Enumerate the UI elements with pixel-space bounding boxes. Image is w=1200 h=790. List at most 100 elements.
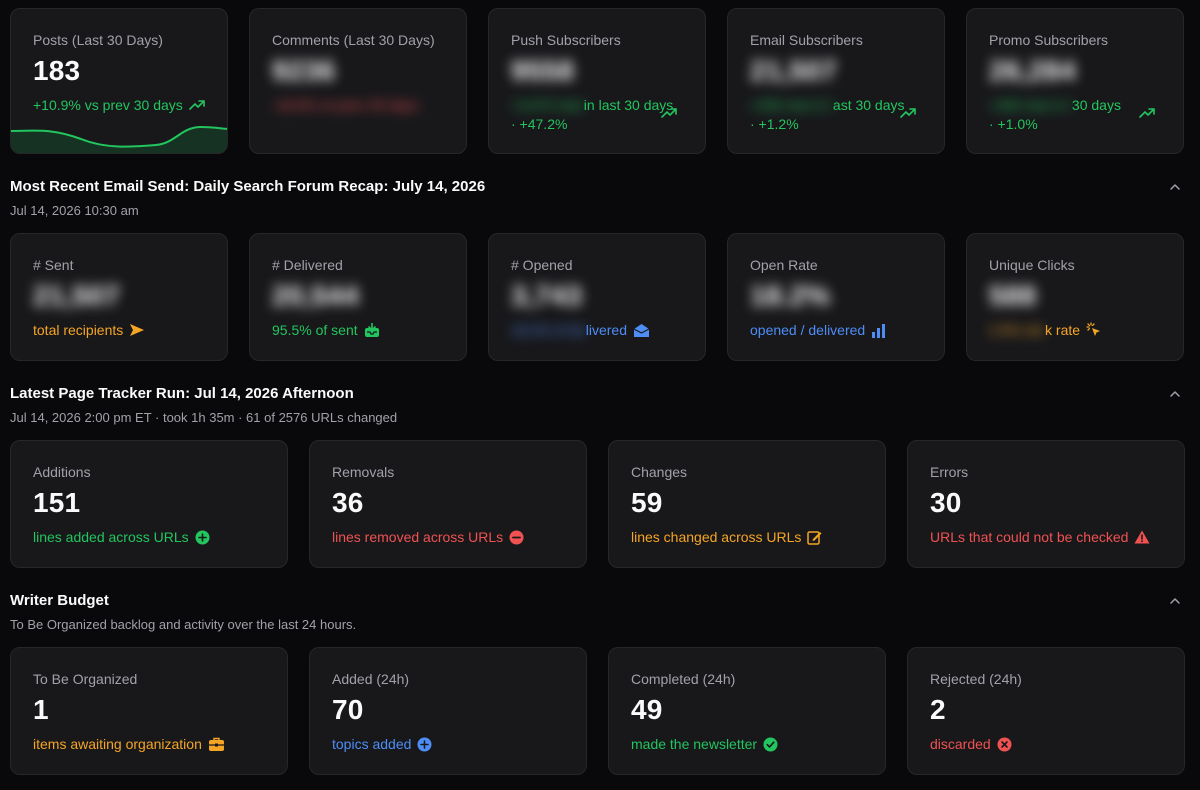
tracker-section-title: Latest Page Tracker Run: Jul 14, 2026 Af…: [10, 385, 354, 402]
stat-label: # Opened: [511, 257, 573, 273]
chevron-up-icon[interactable]: [1168, 594, 1182, 608]
writer-card-rejected: Rejected (24h) 2 discarded: [907, 647, 1185, 775]
stat-trend-text: 30 days: [1071, 97, 1121, 113]
stat-sub-text: lines changed across URLs: [631, 529, 802, 545]
writer-section-subtitle: To Be Organized backlog and activity ove…: [10, 617, 357, 632]
tracker-card-removals: Removals 36 lines removed across URLs: [309, 440, 587, 568]
email-card-opened: # Opened 3,743 18.2% of de livered: [488, 233, 706, 361]
tracker-section-subtitle: Jul 14, 2026 2:00 pm ET · took 1h 35m · …: [10, 410, 398, 425]
chevron-up-icon[interactable]: [1168, 387, 1182, 401]
stat-card-promo-subscribers: Promo Subscribers 26,284 +260 new in l 3…: [966, 8, 1184, 154]
stat-sub-text: total recipients: [33, 322, 124, 338]
tracker-card-additions: Additions 151 lines added across URLs: [10, 440, 288, 568]
stat-trend-text: in last 30 days: [583, 97, 674, 113]
writer-section-title: Writer Budget: [10, 592, 109, 609]
email-card-unique-clicks: Unique Clicks 588 2.9% clic k rate: [966, 233, 1184, 361]
stat-value: 26,284: [989, 55, 1076, 86]
stat-card-push-subscribers: Push Subscribers 9558 +3,073 new in last…: [488, 8, 706, 154]
stat-value: 49: [631, 694, 663, 725]
stat-sub-hidden: 18.2% of de: [511, 322, 586, 338]
stat-sub: lines added across URLs: [33, 529, 210, 545]
stat-trend-percent: · +47.2%: [511, 116, 568, 132]
stat-trend-percent: · +1.2%: [750, 116, 799, 132]
stat-value: 59: [631, 487, 663, 518]
stat-trend-hidden: +3,073 new: [511, 97, 584, 113]
stat-sub-text: topics added: [332, 736, 412, 752]
email-section-subtitle: Jul 14, 2026 10:30 am: [10, 203, 139, 218]
chevron-up-icon[interactable]: [1168, 180, 1182, 194]
edit-icon: [807, 530, 822, 545]
stat-sub-text: lines removed across URLs: [332, 529, 504, 545]
stat-sub-text: 95.5% of sent: [272, 322, 358, 338]
stat-label: Email Subscribers: [750, 32, 863, 48]
email-card-open-rate: Open Rate 18.2% opened / delivered: [727, 233, 945, 361]
stat-label: # Delivered: [272, 257, 343, 273]
toolbox-icon: [208, 737, 224, 751]
stat-value: 21,507: [750, 55, 837, 86]
stat-sub-text: URLs that could not be checked: [930, 529, 1129, 545]
stat-sub: discarded: [930, 736, 1012, 752]
stat-sub: lines changed across URLs: [631, 529, 822, 545]
stat-sub: items awaiting organization: [33, 736, 225, 752]
stat-trend-text: +10.9% vs prev 30 days: [33, 97, 183, 113]
plus-circle-icon: [195, 530, 210, 544]
stat-sub: 18.2% of de livered: [511, 322, 650, 338]
stat-label: Unique Clicks: [989, 257, 1075, 273]
stat-label: Additions: [33, 464, 91, 480]
stat-sub: 95.5% of sent: [272, 322, 380, 338]
stat-label: Errors: [930, 464, 969, 480]
stat-trend: +3,073 new in last 30 days: [511, 97, 673, 113]
plus-circle-icon: [417, 737, 432, 751]
stat-value: 36: [332, 487, 364, 518]
stat-value: 9558: [511, 55, 575, 86]
stat-value: 3,743: [511, 280, 583, 311]
stat-value: 21,507: [33, 280, 120, 311]
stat-label: # Sent: [33, 257, 74, 273]
stat-sub-text: k rate: [1045, 322, 1081, 338]
stat-label: To Be Organized: [33, 671, 138, 687]
stat-trend: -16.6% vs prev 30 days: [272, 97, 419, 113]
stat-trend-hidden: +256 new in l: [750, 97, 833, 113]
trend-up-icon: [900, 108, 916, 118]
stat-trend-percent: · +1.0%: [989, 116, 1038, 132]
stat-label: Push Subscribers: [511, 32, 621, 48]
stat-value: 18.2%: [750, 280, 831, 311]
stat-sub: made the newsletter: [631, 736, 778, 752]
stat-trend: +260 new in l 30 days: [989, 97, 1121, 113]
stat-trend: +256 new in l ast 30 days: [750, 97, 905, 113]
stat-card-comments: Comments (Last 30 Days) 9236 -16.6% vs p…: [249, 8, 467, 154]
stat-label: Rejected (24h): [930, 671, 1022, 687]
stat-sub-text: opened / delivered: [750, 322, 866, 338]
email-card-sent: # Sent 21,507 total recipients: [10, 233, 228, 361]
stat-value: 588: [989, 280, 1037, 311]
tracker-card-changes: Changes 59 lines changed across URLs: [608, 440, 886, 568]
stat-label: Changes: [631, 464, 688, 480]
x-circle-icon: [997, 737, 1012, 751]
stat-label: Promo Subscribers: [989, 32, 1109, 48]
stat-value: 1: [33, 694, 49, 725]
send-icon: [130, 324, 145, 336]
stat-trend-hidden: +260 new in l: [989, 97, 1072, 113]
tracker-card-errors: Errors 30 URLs that could not be checked: [907, 440, 1185, 568]
stat-sub: opened / delivered: [750, 322, 886, 338]
stat-trend: +10.9% vs prev 30 days: [33, 97, 205, 113]
stat-value: 9236: [272, 55, 336, 86]
trend-up-icon: [661, 108, 677, 118]
stat-label: Open Rate: [750, 257, 818, 273]
stat-label: Posts (Last 30 Days): [33, 32, 163, 48]
stat-sub: URLs that could not be checked: [930, 529, 1150, 545]
stat-sub-text: livered: [585, 322, 627, 338]
posts-sparkline: [11, 125, 227, 153]
stat-sub: topics added: [332, 736, 432, 752]
writer-card-to-be-organized: To Be Organized 1 items awaiting organiz…: [10, 647, 288, 775]
stat-trend-text: ast 30 days: [832, 97, 905, 113]
stat-card-posts: Posts (Last 30 Days) 183 +10.9% vs prev …: [10, 8, 228, 154]
inbox-icon: [364, 322, 379, 337]
stat-value: 151: [33, 487, 81, 518]
trend-up-icon: [1139, 108, 1155, 118]
stat-label: Removals: [332, 464, 395, 480]
stat-value: 30: [930, 487, 962, 518]
stat-sub-text: discarded: [930, 736, 991, 752]
minus-circle-icon: [509, 530, 524, 544]
envelope-open-icon: [633, 323, 650, 337]
